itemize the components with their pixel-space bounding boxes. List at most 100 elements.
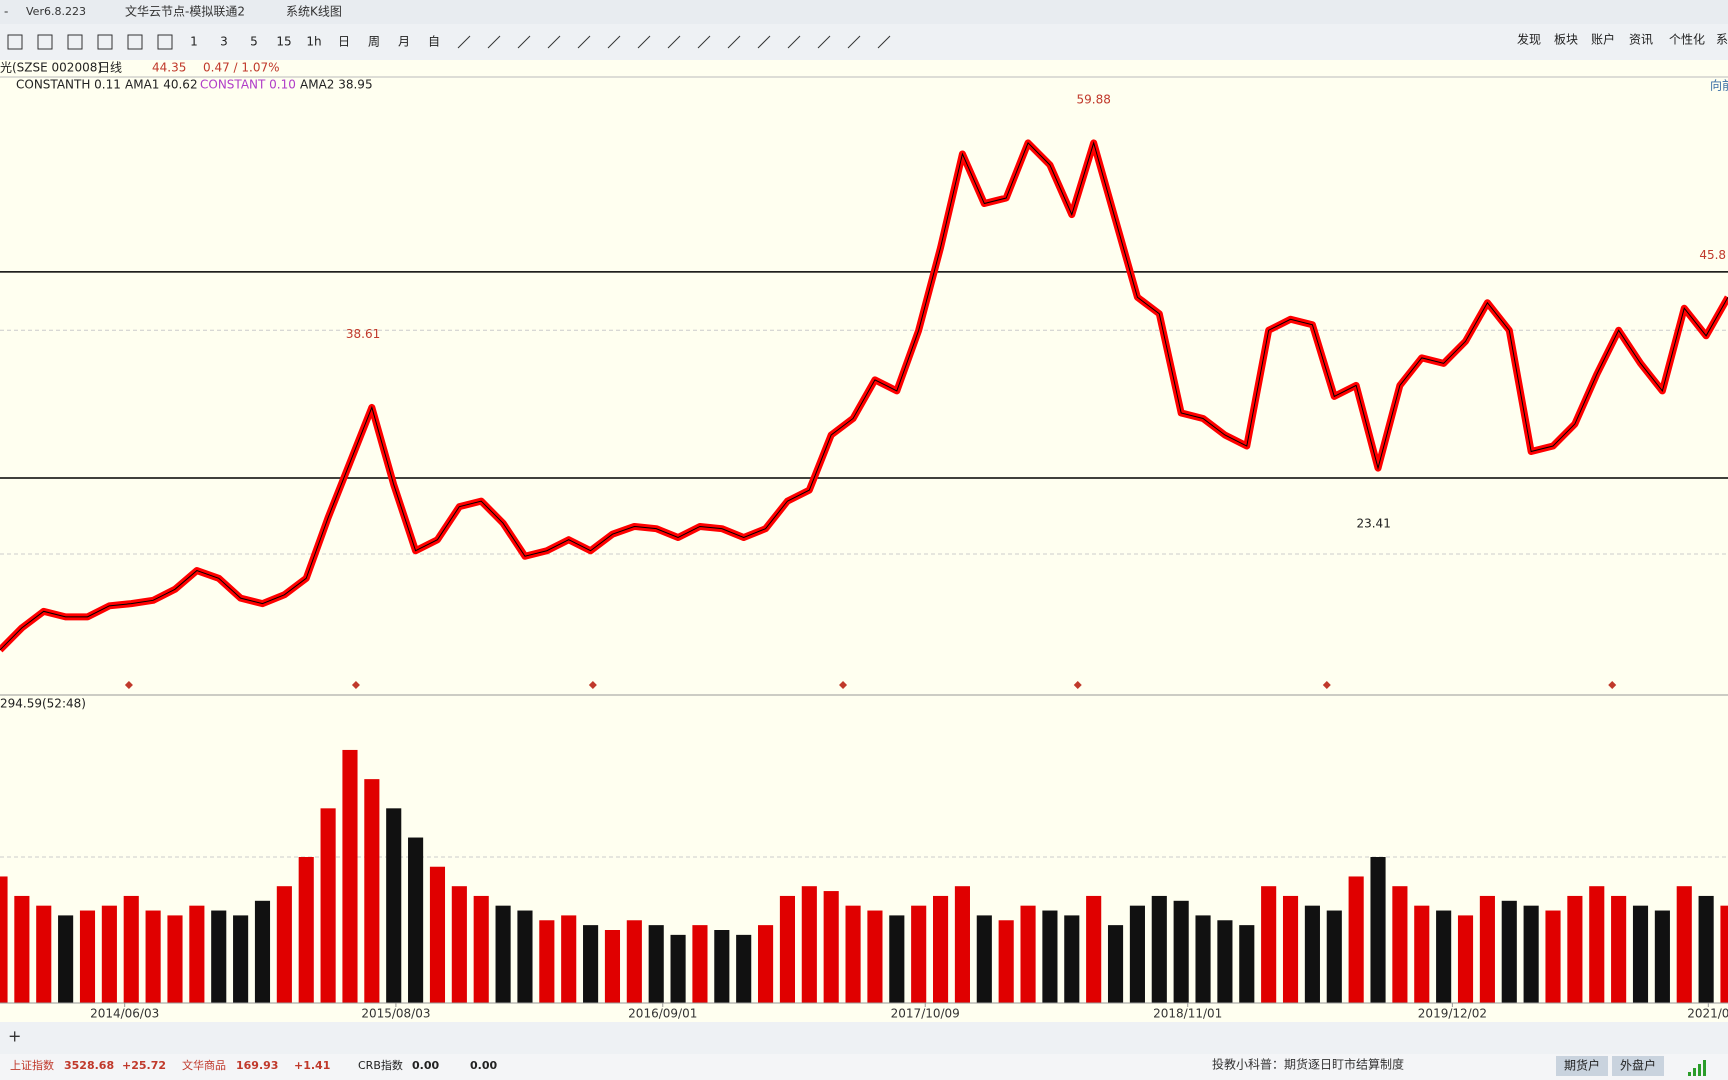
tool-icon[interactable]	[7, 34, 23, 50]
menu-item[interactable]: 账户	[1591, 32, 1615, 47]
tool-icon[interactable]	[607, 35, 621, 49]
volume-bar	[189, 905, 205, 1003]
tip[interactable]: 投教小科普：期货逐日盯市结算制度	[1212, 1057, 1404, 1072]
volume-bar	[539, 920, 555, 1003]
add-tab[interactable]: +	[8, 1027, 21, 1046]
volume-bar	[867, 910, 883, 1003]
annotation: 38.61	[346, 327, 380, 341]
volume-bar	[1348, 876, 1364, 1003]
volume-bar	[1064, 915, 1080, 1003]
period-button[interactable]: 周	[368, 35, 380, 49]
volume-bar	[1151, 895, 1167, 1003]
volume-bar	[342, 749, 358, 1003]
account-button[interactable]	[1556, 1056, 1608, 1076]
menu-item[interactable]: 个性化	[1669, 33, 1705, 47]
period-marker	[839, 681, 848, 689]
tool-icon[interactable]	[667, 35, 681, 49]
index-value: 0.00	[412, 1059, 439, 1072]
volume-bar	[1129, 905, 1145, 1003]
volume-bar	[1567, 895, 1583, 1003]
tool-icon[interactable]	[727, 35, 741, 49]
period-button[interactable]: 5	[250, 35, 258, 49]
period-button[interactable]: 月	[398, 35, 410, 49]
volume-bar	[604, 930, 621, 1003]
menu-item[interactable]: 资讯	[1629, 33, 1653, 47]
tool-icon[interactable]	[127, 34, 143, 50]
volume-bar	[561, 915, 577, 1003]
tool-icon[interactable]	[97, 34, 113, 50]
volume-bar	[58, 915, 74, 1003]
volume-bar	[1217, 920, 1233, 1003]
volume-bar	[1195, 915, 1211, 1003]
tool-icon[interactable]	[697, 35, 711, 49]
tool-icon[interactable]	[817, 35, 831, 49]
tool-icon[interactable]	[787, 35, 801, 49]
volume-bar	[1042, 910, 1058, 1003]
tool-icon[interactable]	[757, 35, 771, 49]
period-button[interactable]: 3	[220, 35, 228, 49]
volume-bar	[845, 905, 861, 1003]
volume-bar	[736, 934, 752, 1003]
index-name[interactable]: 上证指数	[10, 1058, 54, 1072]
tool-icon[interactable]	[547, 35, 561, 49]
volume-bar	[495, 905, 511, 1003]
tool-icon[interactable]	[67, 34, 83, 50]
period-button[interactable]: 1h	[306, 35, 321, 49]
tool-icon[interactable]	[877, 35, 891, 49]
indicator-legend: AMA2 38.95	[300, 78, 373, 92]
signal-icon	[1693, 1068, 1696, 1076]
indicator-legend: AMA1 40.62	[125, 78, 198, 92]
period-button[interactable]: 日	[338, 35, 350, 49]
volume-bar	[998, 920, 1014, 1003]
price: 44.35	[152, 61, 186, 75]
period[interactable]: 日线	[98, 61, 122, 75]
annotation: 59.88	[1076, 93, 1110, 107]
period-marker	[351, 681, 360, 689]
view-title[interactable]: 系统K线图	[286, 5, 342, 19]
tool-icon[interactable]	[517, 35, 531, 49]
menu-item[interactable]: 板块	[1554, 33, 1578, 47]
volume-bar	[473, 895, 489, 1003]
volume-bar	[779, 895, 796, 1003]
volume-bar	[1304, 905, 1320, 1003]
index-change: +1.41	[294, 1059, 330, 1072]
index-change: +25.72	[122, 1059, 166, 1072]
volume-bar	[932, 895, 949, 1003]
tool-icon[interactable]	[457, 35, 471, 49]
period-marker	[1608, 681, 1617, 689]
volume-bar	[298, 857, 314, 1003]
volume-bar	[320, 808, 336, 1003]
volume-bar	[79, 910, 96, 1003]
tool-icon[interactable]	[157, 34, 173, 50]
x-tick-label: 2017/10/09	[891, 1007, 960, 1021]
tool-icon[interactable]	[37, 34, 53, 50]
account-button-label[interactable]: 外盘户	[1620, 1058, 1656, 1073]
volume-bar	[1545, 910, 1561, 1003]
annotation: 23.41	[1356, 517, 1390, 531]
tool-icon[interactable]	[637, 35, 651, 49]
volume-bar	[758, 925, 774, 1003]
signal-icon	[1698, 1064, 1701, 1076]
volume-bar	[0, 876, 8, 1003]
period-marker	[124, 681, 133, 689]
volume-bar	[254, 900, 271, 1003]
account-button-label[interactable]: 期货户	[1564, 1058, 1600, 1073]
period-button[interactable]: 1	[190, 35, 198, 49]
version: Ver6.8.223	[26, 5, 86, 18]
volume-bar	[1326, 910, 1342, 1003]
nav[interactable]: 向前	[1710, 78, 1728, 93]
tool-icon[interactable]	[487, 35, 501, 49]
index-name[interactable]: CRB指数	[358, 1058, 403, 1072]
signal-icon	[1688, 1072, 1691, 1076]
account-button[interactable]	[1612, 1056, 1664, 1076]
x-tick-label: 2014/06/03	[90, 1007, 159, 1021]
menu-item[interactable]: 发现	[1517, 32, 1541, 47]
volume-bar	[408, 837, 424, 1003]
tool-icon[interactable]	[847, 35, 861, 49]
index-name[interactable]: 文华商品	[182, 1058, 226, 1072]
period-button[interactable]: 自	[428, 35, 440, 49]
period-button[interactable]: 15	[276, 35, 291, 49]
tool-icon[interactable]	[577, 35, 591, 49]
menu-item[interactable]: 系	[1716, 33, 1728, 47]
